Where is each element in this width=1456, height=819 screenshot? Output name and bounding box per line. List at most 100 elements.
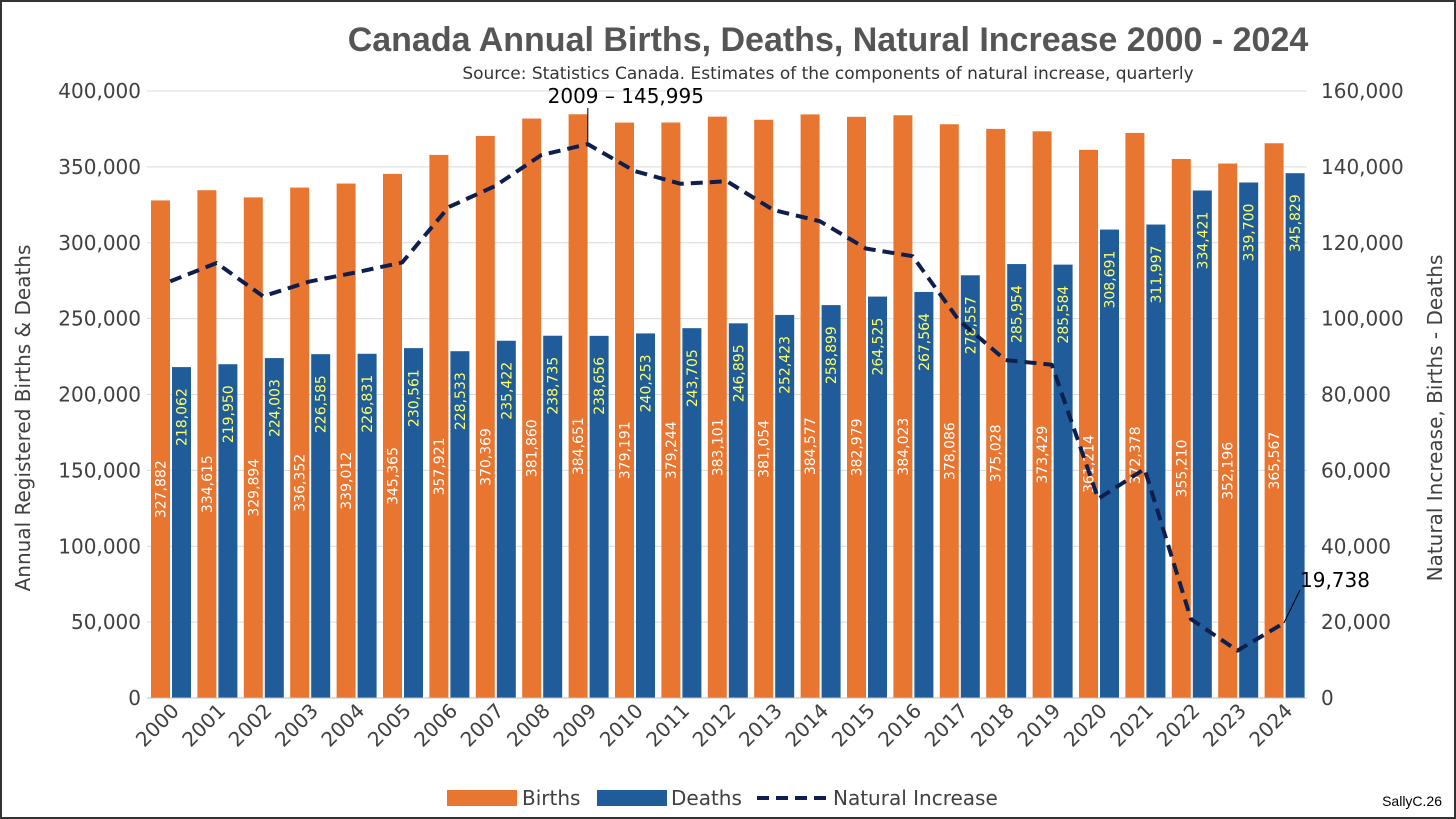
x-tick-label: 2005 [363, 699, 416, 752]
births-bar [429, 154, 449, 699]
right-tick-label: 120,000 [1321, 231, 1404, 255]
deaths-data-label: 219,950 [221, 385, 237, 443]
births-bar [475, 135, 495, 699]
births-data-label: 384,651 [571, 417, 587, 475]
left-tick-label: 50,000 [71, 610, 141, 634]
births-data-label: 381,860 [525, 419, 541, 477]
births-data-label: 370,369 [478, 428, 494, 486]
births-data-label: 329,894 [246, 459, 262, 517]
births-bar [1264, 143, 1284, 698]
deaths-data-label: 226,831 [360, 375, 376, 433]
x-tick-label: 2012 [688, 699, 741, 752]
deaths-bar [914, 291, 934, 698]
left-tick-label: 100,000 [58, 534, 141, 558]
deaths-bar [1239, 182, 1259, 698]
deaths-bar [1192, 190, 1212, 699]
deaths-data-label: 243,705 [685, 349, 701, 407]
deaths-data-label: 252,423 [778, 336, 794, 394]
bars [151, 114, 1305, 699]
deaths-data-label: 235,422 [499, 362, 515, 420]
left-axis-label: Annual Registered Births & Deaths [11, 245, 35, 592]
left-tick-label: 0 [128, 686, 141, 710]
x-tick-label: 2017 [920, 699, 973, 752]
deaths-data-label: 258,899 [824, 326, 840, 384]
births-data-label: 361,214 [1082, 435, 1098, 493]
births-data-label: 339,012 [339, 452, 355, 510]
x-tick-label: 2022 [1152, 699, 1205, 752]
births-data-label: 379,244 [664, 421, 680, 479]
legend-deaths-swatch [597, 790, 667, 806]
deaths-bar [172, 367, 191, 698]
left-tick-label: 250,000 [58, 307, 141, 331]
deaths-bar [357, 353, 377, 698]
left-tick-label: 400,000 [58, 79, 141, 103]
legend: Births Deaths Natural Increase [447, 786, 998, 810]
x-tick-label: 2001 [177, 699, 230, 752]
legend-deaths-label: Deaths [671, 786, 742, 810]
deaths-bar [218, 364, 238, 698]
births-bar [1125, 132, 1145, 698]
x-tick-label: 2016 [873, 699, 926, 752]
chart-title: Canada Annual Births, Deaths, Natural In… [348, 21, 1309, 59]
births-bar [754, 119, 774, 699]
deaths-bar [821, 305, 841, 698]
births-data-label: 384,023 [896, 418, 912, 476]
deaths-bar [728, 323, 748, 698]
births-bar [615, 122, 634, 699]
x-tick-label: 2010 [595, 699, 648, 752]
annotation-leader-2024 [1283, 589, 1301, 624]
deaths-data-label: 339,700 [1242, 204, 1258, 262]
signature: SallyC.26 [1382, 793, 1442, 809]
births-data-label: 365,567 [1267, 432, 1283, 490]
births-data-label: 381,054 [757, 420, 773, 478]
births-bar [893, 115, 913, 698]
births-data-label: 352,196 [1221, 442, 1237, 500]
deaths-bar [589, 335, 609, 698]
births-data-label: 355,210 [1174, 440, 1190, 498]
deaths-data-label: 218,062 [175, 388, 191, 446]
births-bar [1032, 131, 1052, 699]
deaths-bar [1285, 173, 1305, 699]
births-bar [197, 190, 217, 698]
data-labels: 327,882 218,062 334,615 219,950 329,894 224,0… [154, 194, 1305, 518]
right-tick-label: 40,000 [1321, 534, 1391, 558]
births-data-label: 383,101 [710, 418, 726, 476]
x-tick-label: 2024 [1244, 699, 1297, 752]
deaths-data-label: 285,954 [1010, 285, 1026, 343]
x-tick-label: 2015 [827, 699, 880, 752]
deaths-bar [636, 333, 655, 698]
deaths-data-label: 238,735 [546, 357, 562, 415]
births-bar [243, 197, 263, 698]
deaths-bar [450, 351, 470, 698]
births-data-label: 379,191 [618, 421, 634, 479]
x-tick-label: 2011 [641, 699, 694, 752]
x-tick-label: 2020 [1059, 699, 1112, 752]
x-tick-label: 2009 [548, 699, 601, 752]
births-bar [800, 114, 820, 698]
x-tick-label: 2019 [1012, 699, 1065, 752]
deaths-data-label: 345,829 [1288, 194, 1304, 252]
deaths-bar [682, 328, 702, 698]
right-tick-label: 100,000 [1321, 307, 1404, 331]
births-bar [939, 124, 959, 698]
deaths-bar [1053, 264, 1073, 698]
births-bar [1218, 163, 1238, 698]
deaths-data-label: 308,691 [1103, 251, 1119, 309]
births-bar [1171, 158, 1191, 699]
deaths-bar [543, 335, 563, 698]
births-bar [151, 200, 170, 698]
births-data-label: 345,365 [386, 447, 402, 505]
x-tick-label: 2006 [409, 699, 462, 752]
right-tick-label: 20,000 [1321, 610, 1391, 634]
x-tick-label: 2007 [456, 699, 509, 752]
births-data-label: 375,028 [989, 424, 1005, 482]
x-tick-label: 2013 [734, 699, 787, 752]
deaths-data-label: 226,585 [314, 375, 330, 433]
deaths-data-label: 264,525 [871, 318, 887, 376]
births-bar [336, 183, 356, 698]
legend-natural-label: Natural Increase [833, 786, 998, 810]
deaths-data-label: 224,003 [267, 379, 283, 437]
deaths-data-label: 334,421 [1195, 212, 1211, 270]
